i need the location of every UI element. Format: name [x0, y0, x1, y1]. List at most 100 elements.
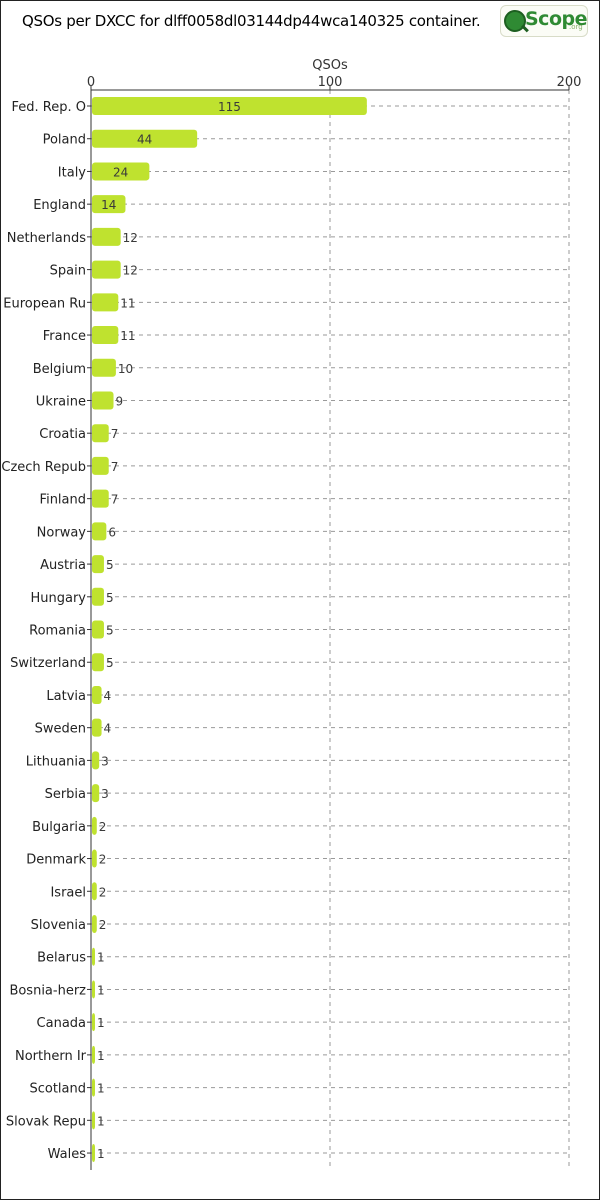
value-label: 12 [123, 264, 138, 278]
bar [92, 129, 198, 148]
value-label: 10 [118, 362, 133, 376]
value-label: 11 [120, 329, 135, 343]
bar [92, 555, 104, 574]
value-label: 4 [104, 722, 112, 736]
value-label: 5 [106, 558, 114, 572]
category-label: England [33, 198, 86, 213]
x-tick-label: 200 [557, 75, 582, 90]
bar [92, 685, 102, 704]
bar [92, 1045, 95, 1064]
category-label: Fed. Rep. O [12, 100, 86, 115]
category-label: Israel [50, 885, 86, 900]
category-label: Belgium [33, 362, 86, 377]
value-label: 1 [97, 1016, 105, 1030]
bar [92, 816, 97, 835]
value-label: 2 [99, 853, 107, 867]
value-label: 7 [111, 427, 119, 441]
bar [92, 751, 100, 770]
bar [92, 620, 104, 639]
bar [92, 915, 97, 933]
bar [92, 1144, 95, 1163]
x-axis-title: QSOs [312, 58, 348, 73]
bar [92, 424, 109, 443]
value-label: 1 [97, 983, 105, 997]
bar [92, 195, 126, 214]
bar [92, 326, 119, 345]
category-label: Poland [43, 133, 86, 148]
value-label: 14 [101, 198, 116, 212]
bar [92, 784, 100, 803]
value-label: 2 [99, 820, 107, 834]
category-label: Denmark [26, 853, 86, 868]
category-label: Lithuania [26, 754, 86, 769]
category-label: Wales [48, 1147, 87, 1162]
value-label: 4 [104, 689, 112, 703]
category-label: Czech Repub [1, 460, 86, 475]
value-label: 5 [106, 591, 114, 605]
value-label: 7 [111, 460, 119, 474]
category-label: Northern Ir [15, 1049, 87, 1064]
category-label: Bulgaria [32, 820, 86, 835]
value-label: 12 [123, 231, 138, 245]
category-label: Spain [50, 264, 86, 279]
bar [92, 456, 109, 475]
category-label: Romania [29, 624, 86, 639]
bar [92, 947, 95, 966]
value-label: 1 [97, 1147, 105, 1161]
value-label: 1 [97, 951, 105, 965]
category-label: Switzerland [10, 656, 86, 671]
value-label: 24 [113, 165, 128, 179]
category-label: Canada [37, 1016, 86, 1031]
value-label: 7 [111, 493, 119, 507]
category-label: Slovak Repu [6, 1114, 86, 1129]
bar [92, 162, 150, 181]
logo-sub: .org [569, 23, 583, 31]
bar [92, 97, 367, 115]
category-label: Slovenia [31, 918, 86, 933]
category-label: Ukraine [36, 394, 86, 409]
x-ticks: 0 100 200 [87, 75, 582, 1154]
category-label: Belarus [37, 951, 86, 966]
category-label: Scotland [29, 1082, 86, 1097]
category-labels: Fed. Rep. O Poland Italy England Netherlands… [1, 100, 86, 1162]
category-label: France [43, 329, 86, 344]
category-label: Austria [40, 558, 86, 573]
magnifier-icon [504, 10, 526, 32]
value-label: 1 [97, 1114, 105, 1128]
value-label: 11 [120, 296, 135, 310]
value-label: 5 [106, 656, 114, 670]
bar [92, 260, 121, 279]
bars [92, 97, 367, 1163]
category-label: European Ru [3, 296, 86, 311]
value-label: 115 [218, 100, 241, 114]
bar [92, 718, 102, 737]
bar [92, 653, 104, 672]
value-label: 1 [97, 1082, 105, 1096]
value-label: 1 [97, 1049, 105, 1063]
category-label: Norway [37, 525, 87, 540]
x-tick-label: 0 [87, 75, 95, 90]
value-label: 6 [108, 525, 116, 539]
category-label: Latvia [46, 689, 86, 704]
logo-text: Scope [525, 8, 588, 30]
bar [92, 391, 114, 410]
bar [92, 489, 109, 508]
value-label: 3 [101, 754, 109, 768]
bar [92, 358, 116, 377]
qscope-logo[interactable]: Scope .org [500, 5, 588, 37]
bar [92, 849, 97, 868]
bar [92, 1111, 95, 1130]
value-label: 44 [137, 133, 152, 147]
category-label: Croatia [39, 427, 86, 442]
x-tick-label: 100 [318, 75, 343, 90]
value-label: 3 [101, 787, 109, 801]
chart-title: QSOs per DXCC for dlff0058dl03144dp44wca… [22, 12, 481, 30]
category-label: Sweden [35, 722, 86, 737]
bar [92, 522, 107, 541]
value-label: 9 [116, 394, 124, 408]
bar [92, 980, 95, 999]
category-label: Netherlands [7, 231, 86, 246]
value-labels: 1154424141212111110977765555443322221111… [97, 100, 241, 1161]
bar [92, 227, 121, 246]
